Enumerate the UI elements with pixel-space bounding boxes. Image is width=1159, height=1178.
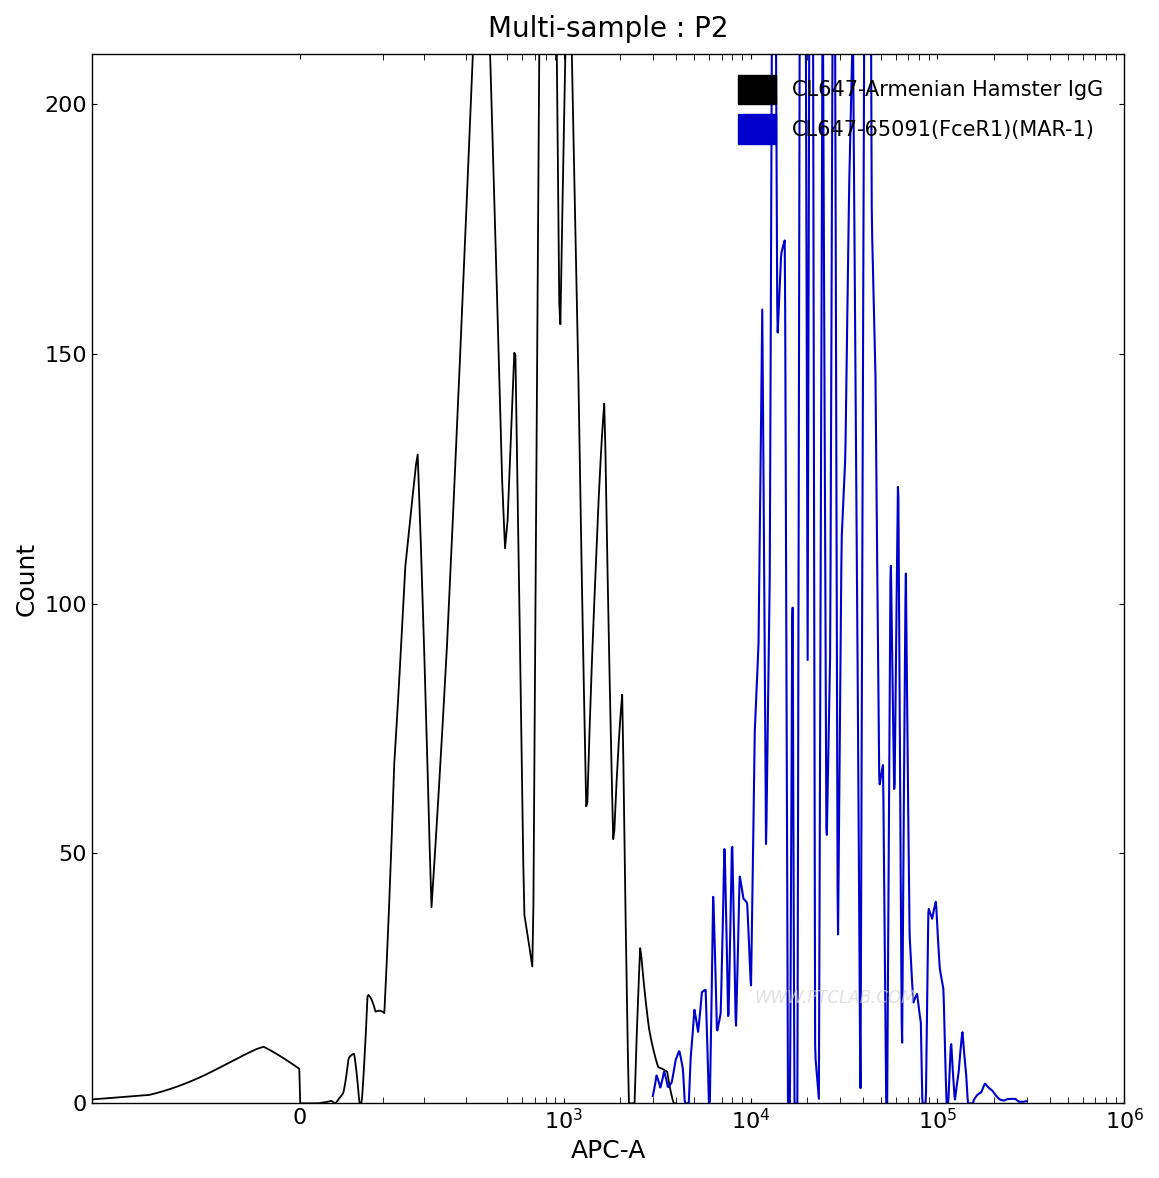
Title: Multi-sample : P2: Multi-sample : P2 <box>488 15 728 44</box>
Text: WWW.PTCLAB.COM: WWW.PTCLAB.COM <box>755 990 916 1007</box>
X-axis label: APC-A: APC-A <box>570 1139 646 1163</box>
Y-axis label: Count: Count <box>15 542 39 616</box>
Legend: CL647-Armenian Hamster IgG, CL647-65091(FceR1)(MAR-1): CL647-Armenian Hamster IgG, CL647-65091(… <box>728 64 1114 154</box>
